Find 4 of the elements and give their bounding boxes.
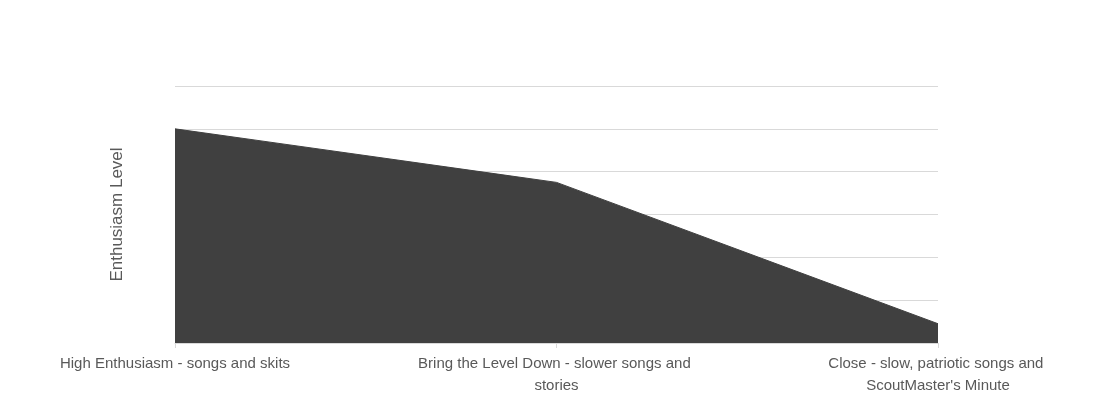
x-tick-label: Bring the Level Down - slower songs and stories (418, 353, 695, 393)
x-tick-label: High Enthusiasm - songs and skits (59, 353, 291, 371)
x-tick-label: Close - slow, patriotic songs and ScoutMaster's Minute (828, 353, 1048, 393)
y-axis-title: Enthusiasm Level (107, 147, 126, 282)
